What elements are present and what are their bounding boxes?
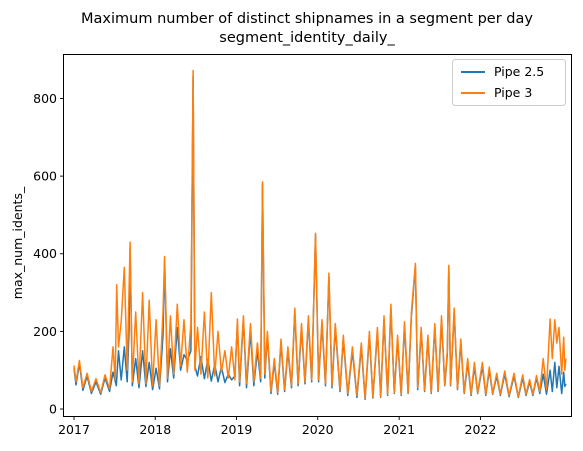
x-tick-label: 2020 xyxy=(302,422,334,437)
plot-frame xyxy=(63,54,572,417)
x-tick-label: 2021 xyxy=(383,422,415,437)
chart-title: Maximum number of distinct shipnames in … xyxy=(81,11,533,27)
y-tick-label: 400 xyxy=(33,246,57,261)
chart-subtitle: segment_identity_daily_ xyxy=(219,30,395,46)
x-tick-label: 2019 xyxy=(221,422,253,437)
legend-label-pipe-3: Pipe 3 xyxy=(494,85,532,100)
x-tick-label: 2017 xyxy=(58,422,90,437)
tick-layer: 2017 2018 2019 2020 2021 2022 0 200 400 600 800 xyxy=(33,91,496,437)
y-tick-label: 600 xyxy=(33,169,57,184)
series-layer xyxy=(73,69,567,401)
series-line-pipe-3 xyxy=(73,69,567,399)
legend-label-pipe-2-5: Pipe 2.5 xyxy=(494,64,544,79)
y-tick-label: 0 xyxy=(49,402,57,417)
y-tick-label: 800 xyxy=(33,91,57,106)
x-tick-label: 2022 xyxy=(465,422,497,437)
y-tick-label: 200 xyxy=(33,324,57,339)
x-tick-label: 2018 xyxy=(139,422,171,437)
legend: Pipe 2.5 Pipe 3 xyxy=(452,59,566,106)
y-axis-label: max_num_idents_ xyxy=(10,186,25,299)
